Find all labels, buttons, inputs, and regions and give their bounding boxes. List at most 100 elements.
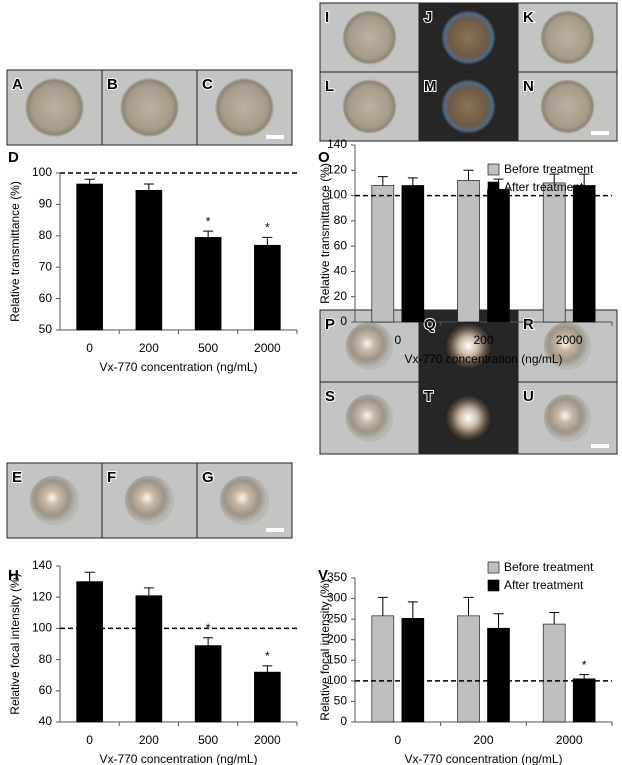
error-bar — [493, 613, 504, 629]
y-axis-label: Relative transmittance (%) — [8, 181, 22, 322]
y-tick-label: 90 — [39, 197, 53, 211]
y-axis-label: Relative transmittance (%) — [318, 163, 332, 304]
specimen — [543, 394, 592, 442]
legend-swatch — [487, 561, 500, 574]
x-axis-label: Vx-770 concentration (ng/mL) — [404, 352, 562, 366]
error-bar — [463, 596, 474, 616]
y-tick-label: 200 — [327, 632, 347, 646]
panel-letter: C — [202, 76, 213, 93]
significance-mark: * — [582, 658, 587, 672]
error-bar — [143, 183, 154, 191]
error-bar — [407, 601, 418, 619]
specimen — [440, 9, 497, 66]
specimen — [219, 475, 270, 526]
y-tick-label: 250 — [327, 611, 347, 625]
y-tick-label: 50 — [39, 322, 53, 336]
legend-swatch — [487, 181, 500, 194]
specimen — [345, 322, 394, 370]
chart: D 50 60 70 80 90 100 Relative transmittance (%)… — [7, 148, 298, 374]
y-tick-label: 40 — [39, 714, 53, 728]
panel-letter: K — [523, 9, 534, 26]
panel-letter: O — [318, 149, 330, 166]
specimen — [539, 78, 596, 135]
x-tick-label: 200 — [139, 341, 159, 355]
bar — [76, 183, 103, 331]
panel-letter: T — [424, 388, 433, 405]
x-tick-label: 2000 — [254, 341, 281, 355]
panel-letter: Q — [424, 316, 436, 333]
specimen — [539, 9, 596, 66]
y-tick-label: 80 — [334, 213, 348, 227]
legend-swatch — [487, 163, 500, 176]
specimen — [341, 78, 398, 135]
panel-letter: R — [523, 316, 534, 333]
specimen — [124, 475, 175, 526]
y-tick-label: 80 — [39, 652, 53, 666]
specimen — [214, 77, 275, 138]
panel-letter: I — [325, 9, 329, 26]
scale-bar — [266, 528, 284, 532]
chart: O 0 20 40 60 80 100 120 140 Relative transmittanc… — [317, 137, 613, 366]
x-tick-label: 0 — [86, 341, 93, 355]
significance-mark: * — [265, 649, 270, 663]
x-tick-label: 200 — [139, 733, 159, 747]
error-bar — [549, 612, 560, 625]
x-tick-label: 500 — [198, 341, 218, 355]
bar — [371, 615, 395, 723]
specimen — [119, 77, 180, 138]
legend-label: After treatment — [504, 180, 584, 194]
scale-bar — [266, 135, 284, 139]
panel-letter: B — [107, 76, 118, 93]
y-tick-label: 140 — [32, 558, 52, 572]
x-tick-label: 0 — [394, 333, 401, 347]
bar — [194, 237, 222, 331]
panel-letter: V — [318, 567, 328, 584]
specimen — [440, 78, 497, 135]
x-tick-label: 0 — [394, 733, 401, 747]
specimen — [444, 394, 493, 442]
legend-label: Before treatment — [504, 162, 594, 176]
error-bar — [463, 169, 474, 181]
x-tick-label: 2000 — [254, 733, 281, 747]
x-tick-label: 200 — [473, 733, 493, 747]
x-tick-label: 0 — [86, 733, 93, 747]
error-bar — [143, 587, 154, 596]
panel-letter: D — [8, 149, 19, 166]
error-bar — [84, 178, 95, 184]
y-tick-label: 140 — [327, 137, 347, 151]
error-bar — [579, 173, 590, 186]
x-tick-label: 500 — [198, 733, 218, 747]
specimen — [29, 475, 80, 526]
y-tick-label: 60 — [334, 238, 348, 252]
panel-letter: N — [523, 78, 534, 95]
panel-letter: M — [424, 78, 437, 95]
x-axis-label: Vx-770 concentration (ng/mL) — [99, 752, 257, 765]
y-tick-label: 60 — [39, 683, 53, 697]
specimen — [444, 322, 493, 370]
y-axis-label: Relative focal intensity (%) — [8, 573, 22, 714]
error-bar — [262, 665, 273, 673]
y-tick-label: 100 — [32, 621, 52, 635]
legend-label: Before treatment — [504, 560, 594, 574]
y-tick-label: 20 — [334, 289, 348, 303]
y-tick-label: 50 — [334, 694, 348, 708]
error-bar — [203, 637, 214, 646]
bar — [572, 678, 596, 723]
error-bar — [377, 596, 388, 616]
y-tick-label: 100 — [327, 673, 347, 687]
error-bar — [84, 571, 95, 582]
bar — [542, 182, 566, 323]
y-tick-label: 80 — [39, 228, 53, 242]
legend-label: After treatment — [504, 578, 584, 592]
significance-mark: * — [206, 214, 211, 228]
x-axis-label: Vx-770 concentration (ng/mL) — [404, 752, 562, 765]
scale-bar — [591, 444, 609, 448]
bar — [135, 189, 163, 331]
specimen — [345, 394, 394, 442]
error-bar — [579, 674, 590, 679]
panel-letter: U — [523, 388, 534, 405]
y-tick-label: 60 — [39, 291, 53, 305]
panel-letter: F — [107, 469, 116, 486]
error-bar — [203, 230, 214, 238]
bar — [254, 244, 281, 331]
